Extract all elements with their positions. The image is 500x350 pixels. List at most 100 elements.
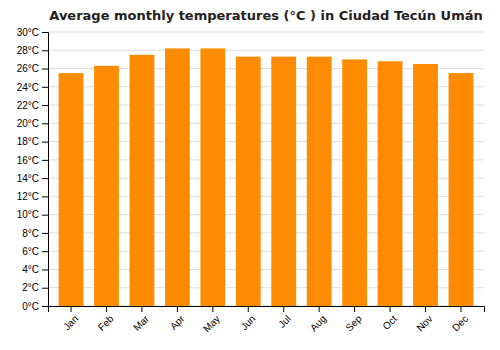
tick-label: Jan bbox=[61, 313, 80, 332]
y-tick: 6°C bbox=[22, 246, 48, 257]
bar bbox=[59, 73, 84, 306]
tick-mark bbox=[106, 306, 107, 312]
x-tick: Mar bbox=[131, 306, 151, 333]
bar bbox=[413, 64, 438, 306]
tick-mark bbox=[42, 196, 48, 197]
tick-label: Dec bbox=[450, 313, 470, 333]
axis-domain bbox=[49, 307, 485, 313]
y-tick: 16°C bbox=[17, 155, 48, 166]
tick-mark bbox=[42, 288, 48, 289]
bars bbox=[59, 48, 474, 306]
bar bbox=[378, 61, 403, 306]
bar bbox=[94, 66, 119, 306]
bar bbox=[130, 55, 155, 306]
tick-label: 20°C bbox=[17, 118, 39, 129]
tick-label: 12°C bbox=[17, 191, 39, 202]
bar bbox=[449, 73, 474, 306]
tick-label: 10°C bbox=[17, 209, 39, 220]
tick-label: Jul bbox=[276, 313, 293, 330]
tick-label: Mar bbox=[131, 313, 151, 333]
x-tick: Jun bbox=[238, 306, 257, 332]
tick-mark bbox=[42, 50, 48, 51]
x-tick: Dec bbox=[450, 306, 470, 333]
tick-label: 16°C bbox=[17, 155, 39, 166]
tick-mark bbox=[319, 306, 320, 312]
y-tick: 14°C bbox=[17, 173, 48, 184]
x-tick: May bbox=[201, 306, 222, 334]
tick-mark bbox=[283, 306, 284, 312]
tick-label: Jun bbox=[238, 313, 257, 332]
x-tick: Aug bbox=[308, 306, 328, 333]
axis-domain bbox=[42, 33, 49, 307]
tick-label: Nov bbox=[414, 313, 434, 333]
y-tick: 8°C bbox=[22, 228, 48, 239]
bar bbox=[200, 48, 225, 306]
bar bbox=[307, 57, 332, 306]
title: Average monthly temperatures (°C ) in Ci… bbox=[49, 8, 482, 23]
y-tick: 12°C bbox=[17, 191, 48, 202]
tick-label: Feb bbox=[96, 313, 116, 333]
tick-label: May bbox=[201, 313, 222, 334]
tick-label: Aug bbox=[308, 313, 328, 333]
y-tick: 26°C bbox=[17, 63, 48, 74]
bar bbox=[236, 57, 261, 306]
tick-mark bbox=[248, 306, 249, 312]
tick-mark bbox=[71, 306, 72, 312]
tick-mark bbox=[42, 142, 48, 143]
grid-line bbox=[48, 32, 484, 33]
tick-mark bbox=[42, 87, 48, 88]
tick-mark bbox=[212, 306, 213, 312]
x-tick: Sep bbox=[343, 306, 364, 333]
tick-mark bbox=[42, 105, 48, 106]
y-tick: 2°C bbox=[22, 282, 48, 293]
y-tick: 18°C bbox=[17, 136, 48, 147]
tick-label: 24°C bbox=[17, 82, 39, 93]
x-tick: Apr bbox=[168, 306, 187, 332]
y-tick: 20°C bbox=[17, 118, 48, 129]
tick-label: 18°C bbox=[17, 136, 39, 147]
tick-mark bbox=[42, 32, 48, 33]
tick-label: Apr bbox=[168, 313, 187, 332]
y-axis: 0°C 2°C 4°C 6°C 8°C 10°C 12°C 14°C 16°C 18°C 20°C 2… bbox=[17, 27, 49, 312]
y-tick: 28°C bbox=[17, 45, 48, 56]
chart: 0°C 2°C 4°C 6°C 8°C 10°C 12°C 14°C 16°C 18°C 20°C 2… bbox=[0, 0, 500, 350]
y-tick: 4°C bbox=[22, 264, 48, 275]
tick-mark bbox=[425, 306, 426, 312]
tick-mark bbox=[42, 251, 48, 252]
tick-mark bbox=[42, 123, 48, 124]
tick-label: 22°C bbox=[17, 100, 39, 111]
tick-mark bbox=[460, 306, 461, 312]
bar bbox=[165, 48, 190, 306]
x-tick: Nov bbox=[414, 306, 434, 333]
tick-label: 6°C bbox=[22, 246, 39, 257]
tick-mark bbox=[354, 306, 355, 312]
tick-mark bbox=[42, 178, 48, 179]
bar bbox=[271, 57, 296, 306]
tick-label: 30°C bbox=[17, 27, 39, 38]
tick-label: 26°C bbox=[17, 63, 39, 74]
bar bbox=[342, 59, 367, 306]
tick-label: Oct bbox=[380, 313, 399, 332]
tick-label: 4°C bbox=[22, 264, 39, 275]
x-tick: Feb bbox=[96, 306, 116, 333]
x-tick: Jul bbox=[276, 306, 293, 330]
x-tick: Oct bbox=[380, 306, 399, 332]
tick-label: 0°C bbox=[22, 301, 39, 312]
tick-label: 28°C bbox=[17, 45, 39, 56]
tick-label: 8°C bbox=[22, 228, 39, 239]
tick-mark bbox=[42, 269, 48, 270]
tick-mark bbox=[42, 233, 48, 234]
tick-mark bbox=[177, 306, 178, 312]
y-tick: 0°C bbox=[22, 301, 48, 312]
tick-mark bbox=[42, 160, 48, 161]
tick-mark bbox=[42, 306, 48, 307]
x-tick: Jan bbox=[61, 306, 80, 332]
grid-line bbox=[48, 50, 484, 51]
tick-mark bbox=[42, 215, 48, 216]
tick-label: Sep bbox=[343, 313, 364, 334]
y-tick: 30°C bbox=[17, 27, 48, 38]
tick-mark bbox=[141, 306, 142, 312]
y-tick: 24°C bbox=[17, 82, 48, 93]
tick-mark bbox=[42, 69, 48, 70]
plot-area: 0°C 2°C 4°C 6°C 8°C 10°C 12°C 14°C 16°C 18°C 20°C 2… bbox=[17, 27, 485, 335]
